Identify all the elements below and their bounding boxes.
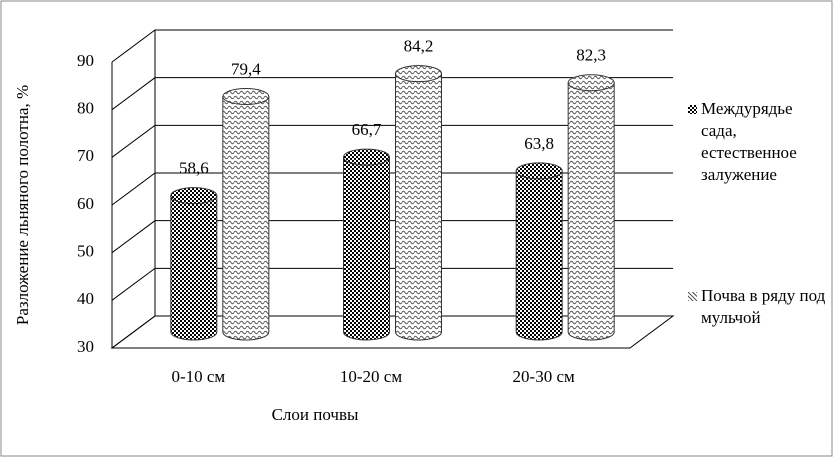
y-tick-label: 80 <box>77 99 94 118</box>
cylinder <box>222 96 270 341</box>
value-label: 79,4 <box>231 59 261 78</box>
y-tick-label: 70 <box>77 146 94 165</box>
y-tick-label: 30 <box>77 337 94 356</box>
legend-item: Междурядье сада, естественное залужение <box>688 98 828 186</box>
legend-swatch <box>688 292 697 301</box>
legend-item: Почва в ряду под мульчой <box>688 285 828 329</box>
cylinder <box>515 170 563 341</box>
x-tick-label: 10-20 см <box>340 367 402 386</box>
grid-line <box>111 77 673 111</box>
x-tick-label: 0-10 см <box>171 367 225 386</box>
value-label: 58,6 <box>179 159 209 178</box>
legend-swatch <box>688 105 697 114</box>
grid-line <box>111 124 673 158</box>
cylinder <box>567 82 615 341</box>
x-axis-label: Слои почвы <box>272 405 359 424</box>
cylinder-top <box>343 148 390 166</box>
legend-label: Почва в ряду под мульчой <box>701 286 826 327</box>
y-tick-label: 90 <box>77 51 94 70</box>
value-label: 63,8 <box>524 134 554 153</box>
value-label: 84,2 <box>404 37 434 56</box>
y-tick-label: 60 <box>77 194 94 213</box>
grid-line <box>111 29 673 63</box>
x-tick-label: 20-30 см <box>513 367 575 386</box>
grid-line <box>111 267 673 301</box>
y-tick-label: 50 <box>77 242 94 261</box>
value-label: 82,3 <box>576 46 606 65</box>
grid-line <box>111 172 673 206</box>
cylinder <box>343 156 390 341</box>
y-axis-label: Разложение льняного полотна, % <box>13 85 32 325</box>
value-label: 66,7 <box>352 120 382 139</box>
grid-line <box>111 315 673 349</box>
cylinder <box>395 73 442 341</box>
cylinder-top <box>567 74 615 92</box>
cylinder-top <box>222 88 270 106</box>
grid-line <box>111 220 673 254</box>
cylinder-top <box>170 187 218 205</box>
cylinder-top <box>515 162 563 180</box>
y-tick-label: 40 <box>77 289 94 308</box>
cylinder <box>170 195 218 341</box>
legend-label: Междурядье сада, естественное залужение <box>701 99 797 184</box>
cylinder-top <box>395 65 442 83</box>
